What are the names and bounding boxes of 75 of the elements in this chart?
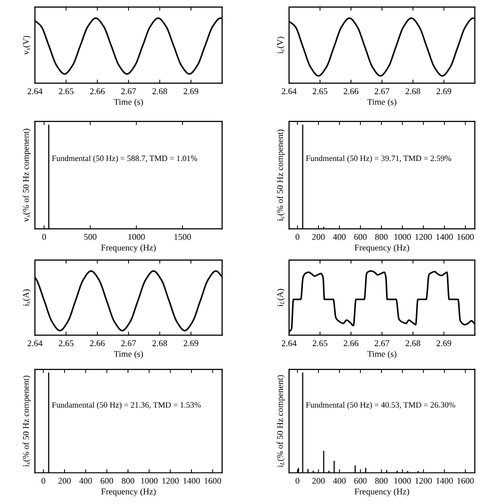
x-tick-label: 2.69: [436, 340, 452, 346]
x-tick-label: 2.66: [90, 340, 105, 346]
x-tick-label: 200: [58, 478, 71, 484]
x-tick-label: 1400: [436, 234, 453, 240]
x-tick-label: 400: [333, 478, 346, 484]
x-tick-label: 2.66: [344, 340, 358, 346]
x-tick-label: 2.64: [28, 340, 42, 346]
x-tick-label: 1000: [394, 478, 411, 484]
x-tick-label: 200: [312, 478, 325, 484]
x-tick-label: 1200: [162, 478, 179, 484]
x-tick-label: 2.68: [152, 88, 168, 94]
x-tick-label: 1500: [174, 234, 191, 240]
x-tick-label: 2.65: [312, 340, 328, 346]
x-tick-label: 1200: [415, 234, 432, 240]
x-tick-label: 400: [333, 234, 346, 240]
x-tick-label: 400: [79, 478, 92, 484]
x-tick-label: 2.66: [90, 88, 105, 94]
x-tick-label: 0: [42, 478, 46, 484]
x-tick-label: 1000: [141, 478, 158, 484]
annotation: Fundmental (50 Hz) = 39.71, TMD = 2.59%: [306, 155, 452, 163]
x-tick-label: 0: [296, 234, 300, 240]
y-axis-title: i$_{L}$(A): [276, 288, 285, 307]
x-tick-label: 2.64: [282, 340, 297, 346]
x-tick-label: 2.68: [406, 88, 420, 94]
annotation: Fundmental (50 Hz) = 40.53, TMD = 26.30%: [306, 402, 456, 410]
x-tick-label: 2.67: [121, 88, 136, 94]
x-tick-label: 2.65: [312, 88, 328, 94]
x-tick-label: 2.66: [344, 88, 358, 94]
x-tick-label: 1000: [128, 234, 145, 240]
x-axis-title: Frequency (Hz): [101, 244, 156, 252]
x-tick-label: 500: [84, 234, 96, 240]
x-tick-label: 2.67: [374, 340, 390, 346]
x-tick-label: 800: [375, 234, 388, 240]
y-axis-title: v$_{s}$(V): [22, 36, 31, 55]
annotation: Fundmental (50 Hz) = 588.7, TMD = 1.01%: [52, 155, 198, 163]
y-axis-title: i$_{s}$(A): [22, 289, 31, 306]
y-axis-title: i$_{s}$(% of 50 Hz compenent): [22, 376, 31, 467]
x-tick-label: 1400: [183, 478, 200, 484]
x-tick-label: 2.64: [28, 88, 42, 94]
x-tick-label: 600: [354, 234, 367, 240]
x-tick-label: 2.67: [374, 88, 390, 94]
y-axis-title: i$_{L}$(% of 50 Hz compenent): [276, 375, 285, 468]
x-tick-label: 600: [100, 478, 114, 484]
x-tick-label: 2.68: [152, 340, 168, 346]
x-tick-label: 800: [122, 478, 134, 484]
x-tick-label: 1000: [394, 234, 411, 240]
x-tick-label: 2.65: [58, 340, 74, 346]
x-tick-label: 600: [354, 478, 367, 484]
x-tick-label: 200: [312, 234, 325, 240]
x-tick-label: 2.68: [406, 340, 420, 346]
x-axis-title: Time (s): [367, 350, 396, 359]
y-axis-title: i$_{c}$(% of 50 Hz compenent): [276, 130, 285, 221]
x-axis-title: Time (s): [114, 98, 143, 107]
x-axis-title: Time (s): [114, 350, 143, 359]
x-tick-label: 2.69: [436, 88, 452, 94]
x-tick-label: 2.69: [184, 88, 198, 94]
x-tick-label: 800: [375, 478, 388, 484]
x-axis-title: Frequency (Hz): [354, 244, 410, 252]
x-tick-label: 1400: [436, 478, 453, 484]
x-axis-title: Frequency (Hz): [101, 488, 156, 496]
y-axis-title: v$_{s}$(% of 50 Hz compenent): [22, 128, 31, 222]
x-tick-label: 2.67: [121, 340, 136, 346]
x-tick-label: 1200: [415, 478, 432, 484]
x-tick-label: 1600: [204, 478, 222, 484]
x-tick-label: 1600: [457, 478, 474, 484]
x-tick-label: 2.64: [282, 88, 297, 94]
x-axis-title: Time (s): [367, 98, 396, 107]
x-tick-label: 0: [296, 478, 300, 484]
annotation: Fundamental (50 Hz) = 21.36, TMD = 1.53%: [52, 402, 201, 410]
x-tick-label: 1600: [457, 234, 474, 240]
x-tick-label: 2.69: [184, 340, 198, 346]
x-axis-title: Frequency (Hz): [354, 488, 410, 496]
y-axis-title: i$_{c}$(V): [276, 36, 285, 54]
x-tick-label: 2.65: [58, 88, 74, 94]
x-tick-label: 0: [42, 234, 46, 240]
